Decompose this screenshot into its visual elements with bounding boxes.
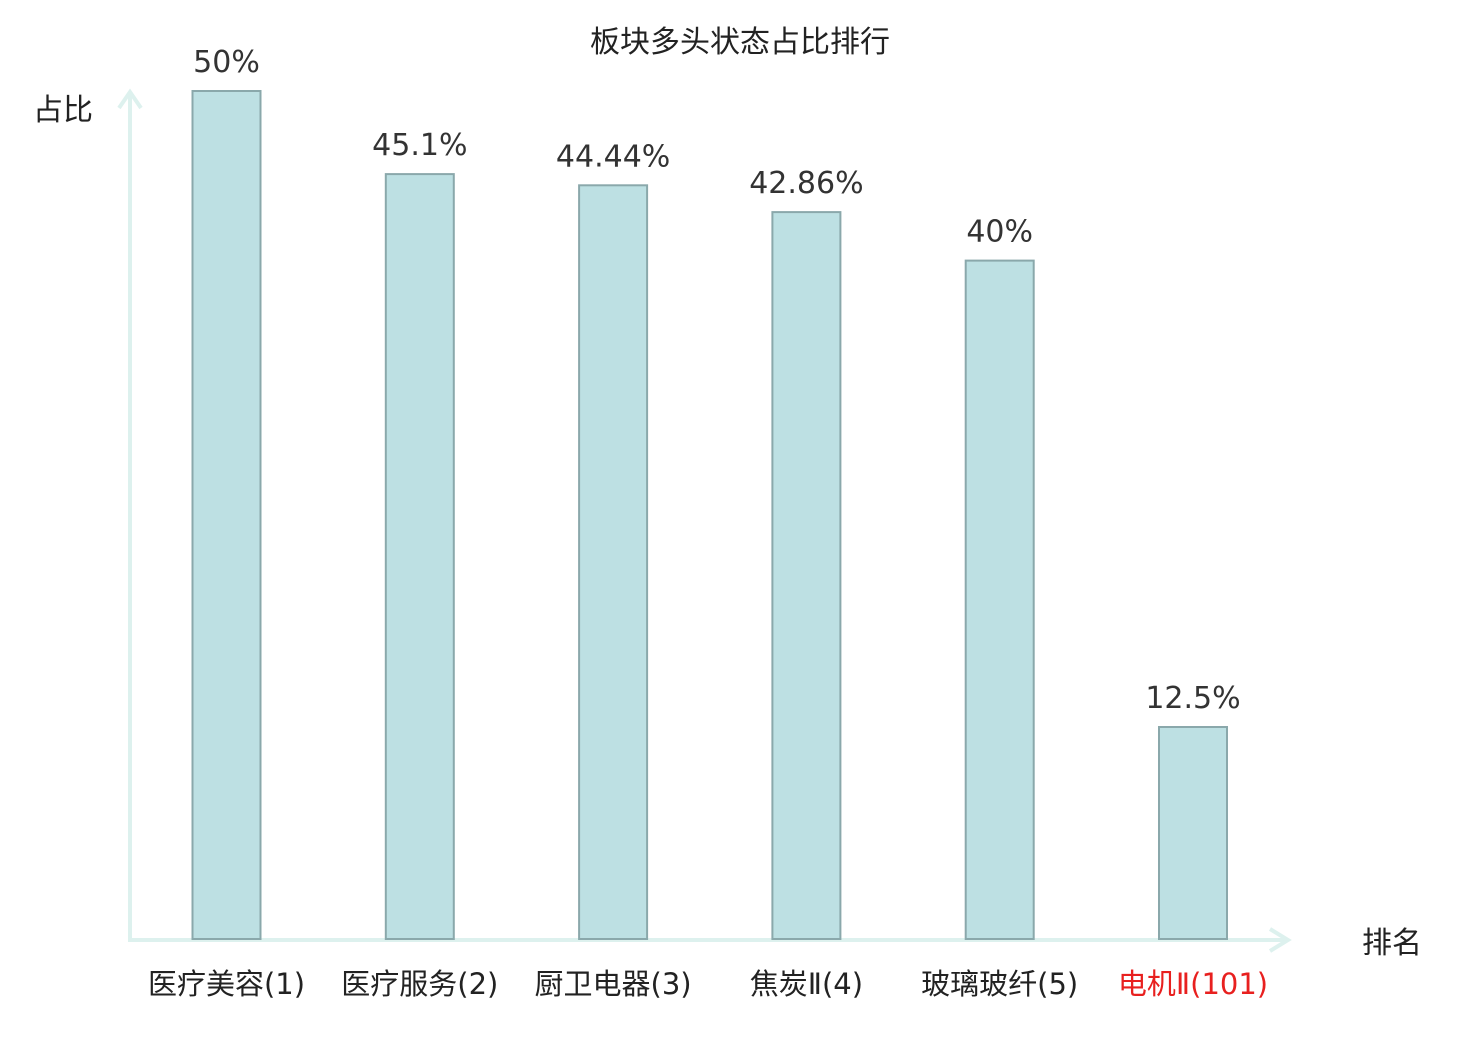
value-label-1: 45.1%	[372, 128, 467, 163]
bar-3	[771, 211, 842, 941]
bar-1	[384, 173, 455, 941]
value-label-0: 50%	[193, 45, 260, 80]
value-label-5: 12.5%	[1145, 681, 1240, 716]
value-label-2: 44.44%	[556, 139, 670, 174]
y-axis-label: 占比	[33, 93, 93, 128]
x-axis-label: 排名	[1362, 926, 1422, 961]
value-label-4: 40%	[966, 215, 1033, 250]
value-labels-group: 50% 45.1% 44.44% 42.86% 40% 12.5%	[193, 45, 1241, 716]
bar-0	[191, 90, 262, 940]
category-label-2: 厨卫电器(3)	[535, 967, 692, 1001]
bar-4	[964, 259, 1035, 941]
x-axis-arrow-icon	[1268, 927, 1292, 953]
bar-5	[1158, 726, 1228, 940]
y-axis-arrow-icon	[117, 88, 143, 110]
bars-group	[191, 90, 1228, 941]
category-label-3: 焦炭Ⅱ(4)	[750, 967, 863, 1001]
bar-2	[578, 184, 649, 941]
category-labels-group: 医疗美容(1) 医疗服务(2) 厨卫电器(3) 焦炭Ⅱ(4) 玻璃玻纤(5) 电机Ⅱ(10…	[148, 967, 1268, 1001]
chart-title: 板块多头状态占比排行	[590, 25, 890, 60]
axes	[117, 88, 1292, 953]
category-label-1: 医疗服务(2)	[341, 967, 498, 1001]
value-label-3: 42.86%	[749, 166, 863, 201]
category-label-5: 电机Ⅱ(101)	[1118, 967, 1268, 1001]
category-label-0: 医疗美容(1)	[148, 967, 305, 1001]
category-label-4: 玻璃玻纤(5)	[921, 967, 1078, 1001]
